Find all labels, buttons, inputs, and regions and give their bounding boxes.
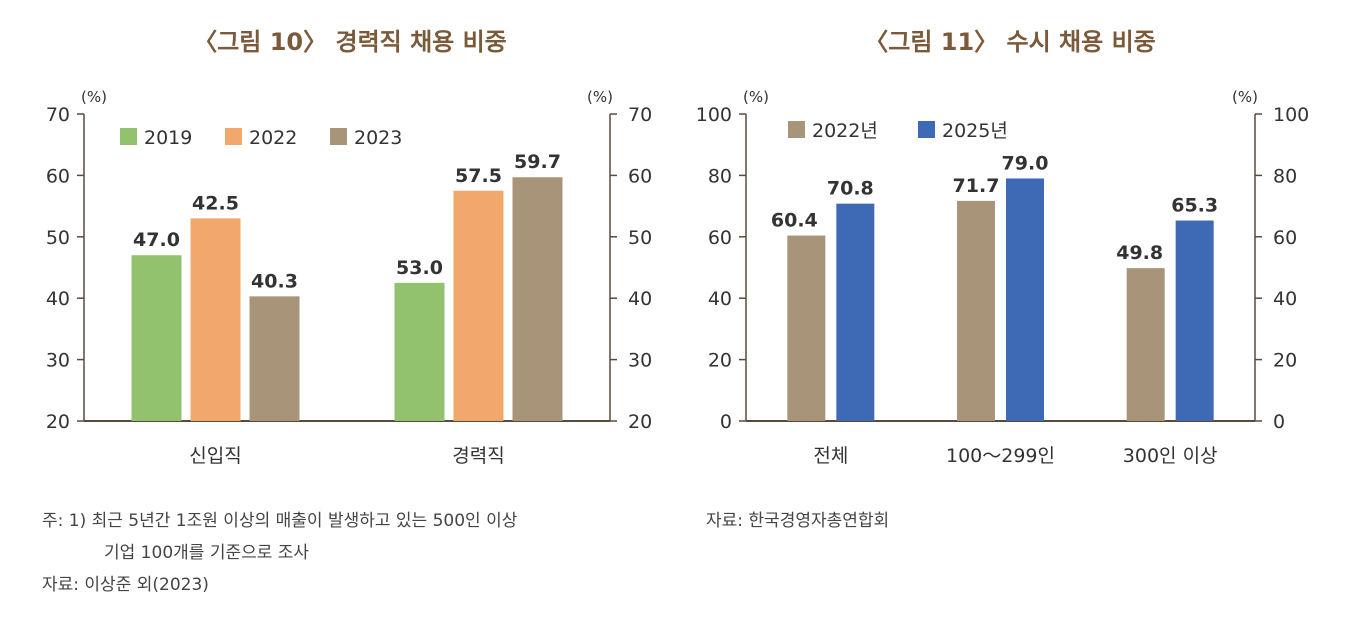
data-label: 49.8 xyxy=(1116,242,1163,264)
y-tick-label-right: 60 xyxy=(628,165,652,187)
bar-2022년-1 xyxy=(957,200,995,421)
category-label: 신입직 xyxy=(189,445,241,467)
unit-label-right: (%) xyxy=(1232,88,1258,106)
data-label: 59.7 xyxy=(514,151,561,173)
y-tick-label-left: 0 xyxy=(720,411,732,433)
y-tick-label-left: 30 xyxy=(46,350,70,372)
bar-2025년-1 xyxy=(1006,178,1044,421)
legend-label-2023: 2023 xyxy=(354,127,402,149)
bar-2025년-0 xyxy=(836,203,875,421)
category-label: 300인 이상 xyxy=(1123,445,1218,467)
bar-2019-0 xyxy=(131,255,182,421)
y-tick-label-right: 40 xyxy=(1273,288,1297,310)
y-tick-label-right: 100 xyxy=(1273,104,1309,126)
y-tick-label-left: 40 xyxy=(708,288,732,310)
data-label: 65.3 xyxy=(1171,195,1218,217)
data-label: 57.5 xyxy=(455,165,502,187)
y-tick-label-right: 0 xyxy=(1273,411,1285,433)
y-tick-label-left: 20 xyxy=(708,350,732,372)
legend-label-2025년: 2025년 xyxy=(942,120,1008,142)
legend-label-2022년: 2022년 xyxy=(812,120,878,142)
y-tick-label-left: 70 xyxy=(46,104,70,126)
note-left-line1: 주: 1) 최근 5년간 1조원 이상의 매출이 발생하고 있는 500인 이상 xyxy=(42,511,518,531)
data-label: 53.0 xyxy=(396,257,443,279)
data-label: 60.4 xyxy=(771,210,818,232)
note-left-line2: 기업 100개를 기준으로 조사 xyxy=(104,543,310,563)
y-tick-label-left: 60 xyxy=(46,165,70,187)
bar-2022-0 xyxy=(190,218,241,421)
data-label: 70.8 xyxy=(827,178,874,200)
data-label: 40.3 xyxy=(251,270,298,292)
y-tick-label-left: 60 xyxy=(708,227,732,249)
y-tick-label-right: 30 xyxy=(628,350,652,372)
y-tick-label-right: 80 xyxy=(1273,165,1297,187)
legend-swatch-2023 xyxy=(330,128,347,145)
source-right: 자료: 한국경영자총연합회 xyxy=(706,511,890,531)
legend-swatch-2019 xyxy=(120,128,137,145)
y-tick-label-right: 70 xyxy=(628,104,652,126)
legend-swatch-2025년 xyxy=(918,121,935,138)
bar-2025년-2 xyxy=(1175,220,1214,421)
legend-swatch-2022 xyxy=(225,128,242,145)
bar-2022년-0 xyxy=(787,235,826,421)
category-label: 전체 xyxy=(813,445,848,467)
chart1-title: 〈그림 10〉 경력직 채용 비중 xyxy=(193,28,507,56)
y-tick-label-left: 40 xyxy=(46,288,70,310)
unit-label-left: (%) xyxy=(743,88,769,106)
unit-label-left: (%) xyxy=(81,88,107,106)
y-tick-label-right: 50 xyxy=(628,227,652,249)
y-tick-label-left: 80 xyxy=(708,165,732,187)
unit-label-right: (%) xyxy=(587,88,613,106)
bar-2022-1 xyxy=(453,190,504,421)
y-tick-label-right: 20 xyxy=(628,411,652,433)
y-tick-label-right: 40 xyxy=(628,288,652,310)
bar-2019-1 xyxy=(394,282,445,421)
bar-2022년-2 xyxy=(1126,268,1165,421)
data-label: 79.0 xyxy=(1002,152,1049,174)
category-label: 경력직 xyxy=(452,445,504,467)
legend-label-2022: 2022 xyxy=(249,127,297,149)
y-tick-label-left: 100 xyxy=(696,104,732,126)
legend-swatch-2022년 xyxy=(788,121,805,138)
chart2-title: 〈그림 11〉 수시 채용 비중 xyxy=(864,28,1156,56)
data-label: 71.7 xyxy=(953,175,1000,197)
bar-2023-0 xyxy=(249,296,300,421)
y-tick-label-left: 20 xyxy=(46,411,70,433)
bar-2023-1 xyxy=(512,177,563,421)
y-tick-label-right: 20 xyxy=(1273,350,1297,372)
y-tick-label-left: 50 xyxy=(46,227,70,249)
legend-label-2019: 2019 xyxy=(144,127,192,149)
data-label: 47.0 xyxy=(133,229,180,251)
y-tick-label-right: 60 xyxy=(1273,227,1297,249)
category-label: 100～299인 xyxy=(946,445,1055,467)
data-label: 42.5 xyxy=(192,192,239,214)
source-left: 자료: 이상준 외(2023) xyxy=(42,575,209,595)
